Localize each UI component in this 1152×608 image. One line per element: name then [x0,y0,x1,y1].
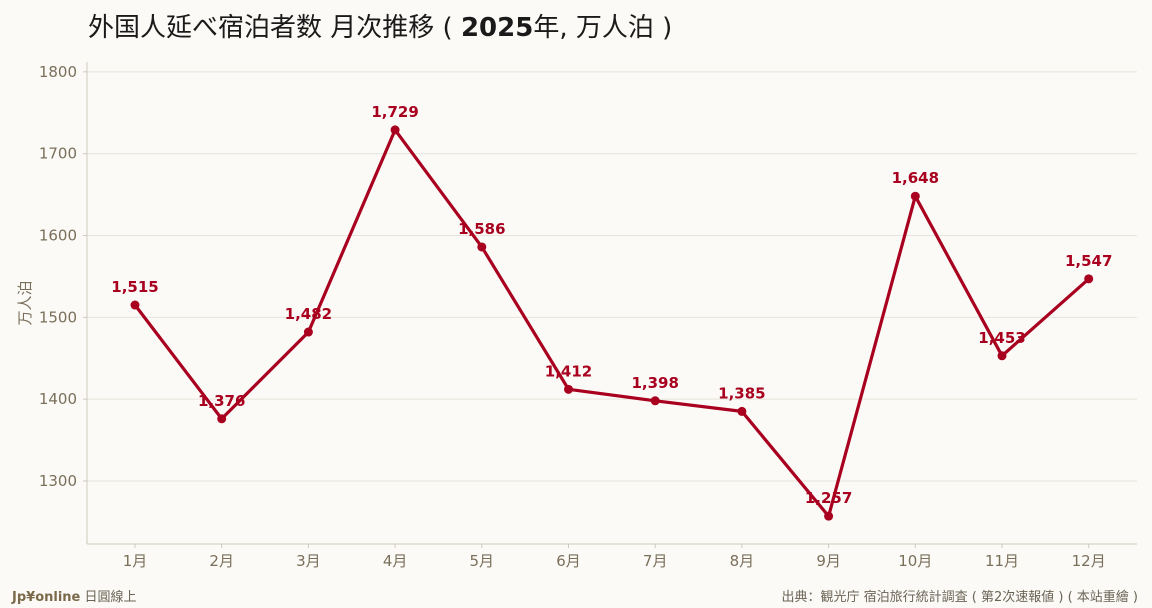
axes [86,62,1137,545]
data-label: 1,412 [545,362,592,380]
data-point [217,414,227,424]
y-tick-label: 1400 [39,390,77,408]
x-tick-label: 2月 [209,552,234,570]
series-line [133,128,1091,518]
chart-title: 外国人延べ宿泊者数 月次推移 ( 2025年, 万人泊 ) [88,10,672,46]
x-tick-label: 11月 [985,552,1019,570]
data-label: 1,547 [1065,252,1112,270]
chart-title-unit: 万人泊 [567,13,654,43]
data-point [390,125,400,135]
chart-title-main: 外国人延べ宿泊者数 月次推移 [88,13,435,43]
data-label: 1,729 [371,103,418,121]
data-point [477,242,487,252]
y-tick-labels: 1300 1400 1500 1600 1700 1800 [39,63,87,490]
data-label: 1,648 [892,169,939,187]
x-tick-label: 12月 [1072,552,1106,570]
chart-title-year: 2025 [460,13,534,43]
chart-title-paren-close: ) [653,13,673,43]
brand-name: Jp¥online [12,590,81,605]
grid-lines [87,71,1137,482]
x-tick-label: 3月 [296,552,321,570]
y-tick-label: 1500 [39,308,77,326]
data-label: 1,453 [978,329,1025,347]
x-tick-label: 5月 [470,552,495,570]
x-tick-label: 9月 [816,552,841,570]
data-labels: 1,515 1,376 1,482 1,729 1,586 1,412 1,398 1,385… [111,103,1112,507]
x-tick-label: 7月 [643,552,668,570]
data-label: 1,515 [111,278,158,296]
x-tick-label: 1月 [123,552,148,570]
footer-brand: Jp¥online 日圓線上 [12,586,137,605]
x-tick-label: 8月 [730,552,755,570]
data-point [130,300,140,310]
data-label: 1,385 [718,384,765,402]
data-point [997,351,1007,361]
footer-source: 出典：観光庁 宿泊旅行統計調査 ( 第2次速報値 ) ( 本站重繪 ) [781,590,1139,605]
chart-title-year-unit: 年, [533,13,568,43]
data-point [824,511,834,521]
data-point [1084,274,1094,284]
y-tick-label: 1700 [39,145,77,163]
x-tick-label: 6月 [556,552,581,570]
y-tick-label: 1300 [39,472,77,490]
y-tick-label: 1800 [39,63,77,81]
data-label: 1,586 [458,220,505,238]
data-point [564,384,573,394]
data-label: 1,398 [631,374,678,392]
x-tick-labels: 1月 2月 3月 4月 5月 6月 7月 8月 9月 10月 11月 12月 [123,544,1106,570]
data-point [303,327,313,337]
data-point [737,406,747,416]
x-tick-label: 10月 [898,552,932,570]
data-label: 1,376 [198,392,245,410]
data-label: 1,257 [805,489,852,507]
y-axis-label: 万人泊 [16,280,34,325]
data-label: 1,482 [285,305,332,323]
chart-title-paren-open: ( [434,13,461,43]
data-points [130,125,1094,521]
x-tick-label: 4月 [383,552,408,570]
y-tick-label: 1600 [39,226,77,244]
data-point [910,191,920,201]
data-point [650,396,660,406]
brand-suffix: 日圓線上 [80,590,137,605]
